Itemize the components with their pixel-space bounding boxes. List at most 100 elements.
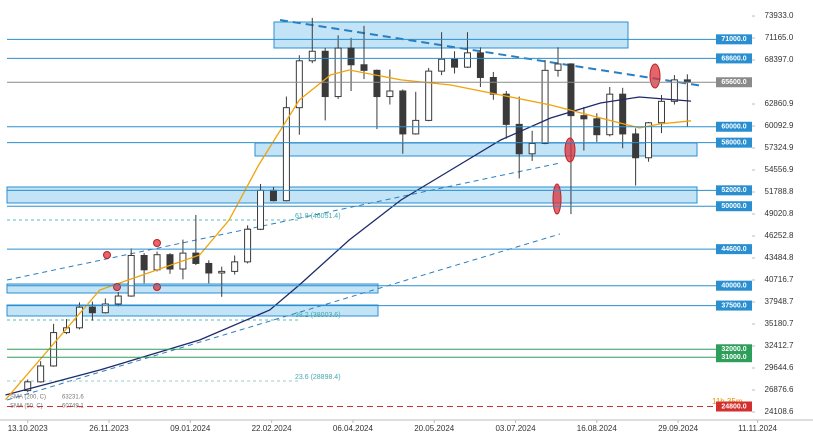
candle-body [567, 63, 575, 117]
zones [6, 21, 698, 317]
y-tick-label: 40716.7 [765, 275, 794, 284]
y-tick-label: 49020.8 [765, 209, 794, 218]
level-label-box [716, 201, 752, 212]
y-tick-label: 73933.0 [765, 11, 794, 20]
zone [6, 304, 379, 317]
level-label: 31000.0 [721, 354, 746, 361]
candle-body [360, 64, 368, 71]
y-tick-label: 32412.7 [765, 341, 794, 350]
marker [153, 283, 161, 291]
x-tick-label: 13.10.2023 [8, 424, 49, 433]
drawings [6, 19, 704, 401]
candle-body [114, 295, 122, 305]
level-label-box [716, 300, 752, 311]
y-tick-label: 60092.9 [765, 121, 794, 130]
y-tick-label: 46252.8 [765, 231, 794, 240]
marker [113, 283, 121, 291]
level-label: 44600.0 [721, 246, 746, 253]
x-tick-label: 26.11.2023 [89, 424, 129, 433]
level-label: 58000.0 [721, 139, 746, 146]
x-tick-label: 09.01.2024 [170, 424, 211, 433]
y-tick-label: 62860.9 [765, 99, 794, 108]
marker [153, 239, 161, 247]
level-label: 24800.0 [721, 403, 746, 410]
level-label-box [716, 34, 752, 45]
legend-entry: SMA (200, C) [10, 395, 46, 401]
candle-body [205, 262, 213, 274]
candle-body [632, 133, 640, 159]
x-tick-label: 20.05.2024 [414, 424, 455, 433]
fib-label: 23.6 (28898.4) [295, 374, 341, 381]
fib-label: 38.2 (38003.6) [295, 312, 341, 319]
y-tick-label: 24108.6 [765, 407, 794, 416]
candle-body [127, 254, 135, 297]
y-tick-label: 57324.9 [765, 143, 794, 152]
y-tick-label: 54556.9 [765, 165, 794, 174]
level-label-box [716, 137, 752, 148]
x-tick-label: 03.07.2024 [495, 424, 536, 433]
candle-body [24, 381, 32, 392]
legend-value: 60749.1 [62, 404, 84, 410]
candle-body [295, 60, 303, 109]
legend-value: 63231.6 [62, 395, 84, 401]
level-label-box [716, 401, 752, 412]
candle-body [192, 252, 200, 264]
level-label: 52000.0 [721, 187, 746, 194]
candle-body [140, 254, 148, 271]
level-label-box [716, 53, 752, 64]
candle-body [153, 254, 161, 271]
sma-line [5, 96, 692, 396]
x-tick-label: 11.11.2024 [738, 424, 777, 433]
legend-entry: SMA (50, C) [10, 404, 43, 410]
y-tick-label: 29644.6 [765, 363, 794, 372]
x-tick-label: 29.09.2024 [658, 424, 699, 433]
level-label-box [716, 121, 752, 132]
level-label-box [716, 280, 752, 291]
level-label-box [716, 185, 752, 196]
trend-line [279, 19, 704, 87]
y-tick-label: 71165.0 [765, 33, 794, 42]
level-label: 68600.0 [721, 55, 746, 62]
level-label-box [716, 244, 752, 255]
sma-line [5, 69, 692, 401]
marker [564, 137, 576, 163]
candle-body [399, 90, 407, 135]
fib-label: 61.8 (46051.4) [295, 213, 341, 220]
zone [254, 142, 698, 157]
level-label: 71000.0 [721, 36, 746, 43]
candle-body [463, 52, 471, 68]
candle-body [502, 93, 510, 125]
y-tick-label: 68397.0 [765, 55, 794, 64]
candle-body [373, 69, 381, 98]
candle-body [257, 189, 265, 230]
candle-body [657, 100, 665, 124]
candle-body [282, 107, 290, 202]
candle-body [101, 303, 109, 314]
candle-body [489, 76, 497, 95]
candle-body [88, 306, 96, 314]
trend-line [6, 233, 561, 401]
trend-line [6, 162, 561, 281]
y-tick-label: 35180.7 [765, 319, 794, 328]
level-label: 40000.0 [721, 283, 746, 290]
plot [5, 17, 692, 401]
level-label-box [716, 352, 752, 363]
marker [649, 63, 661, 89]
y-tick-label: 43484.8 [765, 253, 794, 262]
marker [552, 183, 562, 215]
y-tick-label: 37948.7 [765, 297, 794, 306]
candle-body [231, 261, 239, 272]
candle-body [166, 254, 174, 270]
candle-body [425, 70, 433, 121]
level-label-box [716, 344, 752, 355]
level-label-box [716, 77, 752, 88]
level-label: 60000.0 [721, 124, 746, 131]
candle-body [386, 90, 394, 98]
level-label: 37500.0 [721, 302, 746, 309]
candle-body [476, 52, 484, 78]
level-label: 50000.0 [721, 203, 746, 210]
candle-body [670, 79, 678, 102]
candle-body [438, 58, 446, 72]
y-tick-label: 26876.6 [765, 385, 794, 394]
candle-body [321, 50, 329, 98]
